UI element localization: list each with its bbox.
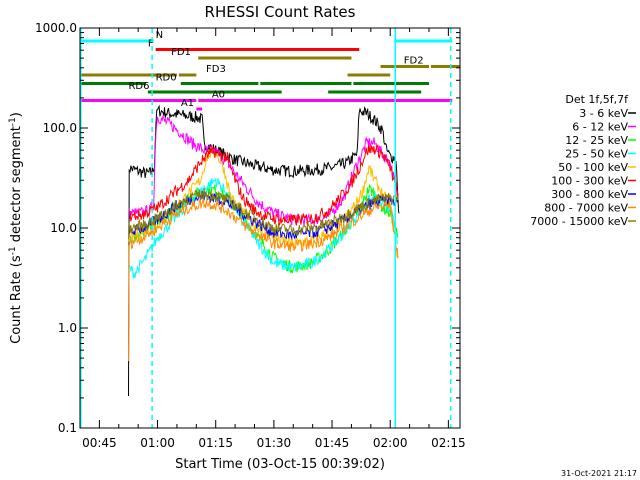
y-axis: 0.1 1.0 10.0 100.0 1000.0 [35,21,460,435]
y-axis-label-main: Count Rate (s [9,255,24,344]
flag-label-n: N [156,30,163,41]
x-tick-label-1: 01:00 [140,436,175,450]
legend-entry-1: 6 - 12 keV [572,121,628,134]
flag-label-f: F [148,39,154,50]
attenuator-flag-layer: NF FD1 FD2 FD3 RD0 RD6 A0 A1 [80,30,460,111]
legend-entry-0: 3 - 6 keV [579,107,628,120]
y-tick-label-1: 1.0 [58,321,77,335]
x-tick-label-3: 01:30 [257,436,292,450]
y-axis-label-sup1: -1 [8,246,18,255]
series-line-3 [128,177,398,279]
x-tick-label-6: 02:15 [431,436,466,450]
x-tick-label-5: 02:00 [373,436,408,450]
flag-label-a1: A1 [181,98,194,109]
x-tick-label-4: 01:45 [315,436,350,450]
flag-label-rd0: RD0 [156,73,177,84]
y-tick-label-3: 100.0 [43,121,77,135]
legend-title: Det 1f,5f,7f [565,93,629,106]
legend-entry-3: 25 - 50 keV [565,148,628,161]
series-line-7 [128,198,399,362]
x-tick-label-0: 00:45 [82,436,117,450]
legend-entry-6: 300 - 800 keV [551,188,628,201]
y-axis-label-mid: detector segment [9,126,24,246]
legend-entry-4: 50 - 100 keV [558,161,628,174]
chart-title: RHESSI Count Rates [205,3,356,21]
flag-label-fd2: FD2 [404,56,424,67]
y-tick-label-0: 0.1 [58,421,77,435]
series-line-1 [128,114,399,226]
legend-entry-7: 800 - 7000 keV [544,202,628,215]
series-line-5 [128,143,399,227]
flag-label-a0: A0 [212,90,225,101]
x-axis: 00:45 01:00 01:15 01:30 01:45 02:00 02:15 [79,28,466,450]
legend-entry-2: 12 - 25 keV [565,134,628,147]
y-axis-label: Count Rate (s-1 detector segment-1) [8,112,24,344]
flag-label-fd3: FD3 [206,64,226,75]
legend-entry-8: 7000 - 15000 keV [530,215,628,228]
y-axis-label-sup2: -1 [8,117,18,126]
y-tick-label-4: 1000.0 [35,21,77,35]
series-layer [128,104,400,397]
series-line-8 [128,188,399,237]
x-axis-label: Start Time (03-Oct-15 00:39:02) [175,457,385,472]
y-tick-label-2: 10.0 [50,221,77,235]
flag-label-fd1: FD1 [171,47,191,58]
x-tick-label-2: 01:15 [198,436,233,450]
legend-entry-5: 100 - 300 keV [551,175,628,188]
y-axis-label-end: ) [9,112,24,117]
flag-label-rd6: RD6 [128,81,149,92]
generated-timestamp: 31-Oct-2021 21:17 [561,469,637,478]
series-line-0 [128,104,400,397]
